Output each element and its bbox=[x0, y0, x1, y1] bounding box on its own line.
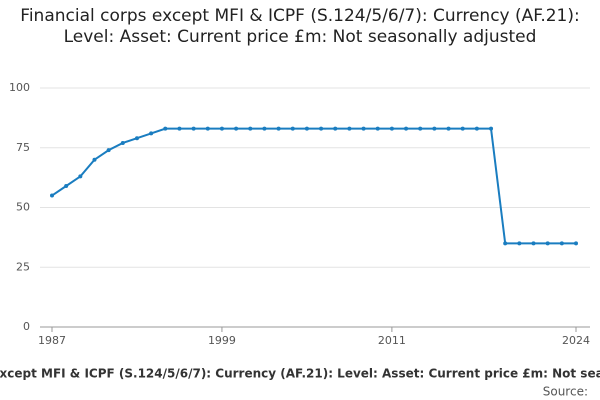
point bbox=[404, 126, 409, 131]
x-tick-label: 1987 bbox=[38, 334, 66, 347]
point bbox=[531, 241, 536, 246]
y-tick-label: 0 bbox=[23, 320, 30, 333]
point bbox=[163, 126, 168, 131]
point bbox=[276, 126, 281, 131]
point bbox=[78, 174, 83, 179]
point bbox=[517, 241, 522, 246]
point bbox=[446, 126, 451, 131]
point bbox=[50, 193, 54, 198]
point bbox=[418, 126, 423, 131]
point bbox=[333, 126, 338, 131]
point bbox=[149, 131, 154, 136]
point bbox=[205, 126, 210, 131]
point bbox=[375, 126, 380, 131]
point bbox=[64, 183, 69, 188]
point bbox=[489, 126, 494, 131]
point bbox=[460, 126, 465, 131]
point bbox=[347, 126, 352, 131]
point bbox=[574, 241, 578, 246]
point bbox=[234, 126, 239, 131]
line bbox=[51, 127, 576, 245]
point bbox=[290, 126, 295, 131]
y-tick-label: 75 bbox=[16, 141, 30, 154]
point bbox=[134, 136, 139, 141]
point bbox=[361, 126, 366, 131]
x-tick-label: 1999 bbox=[208, 334, 236, 347]
point bbox=[262, 126, 267, 131]
point bbox=[503, 241, 508, 246]
y-tick-label: 100 bbox=[9, 81, 30, 94]
point bbox=[177, 126, 182, 131]
point bbox=[106, 148, 111, 153]
x-tick-label: 2024 bbox=[562, 334, 590, 347]
y-tick-label: 25 bbox=[16, 260, 30, 273]
point bbox=[120, 140, 125, 145]
point bbox=[389, 126, 394, 131]
point bbox=[248, 126, 253, 131]
point bbox=[191, 126, 196, 131]
chart-title: Financial corps except MFI & ICPF (S.124… bbox=[20, 6, 580, 47]
point bbox=[559, 241, 564, 246]
point bbox=[432, 126, 437, 131]
x-tick-label: 2011 bbox=[378, 334, 406, 347]
y-tick-label: 50 bbox=[16, 201, 30, 214]
caption: Financial corps except MFI & ICPF (S.124… bbox=[0, 367, 600, 381]
point bbox=[92, 157, 97, 162]
source: Source: bbox=[543, 385, 588, 399]
point bbox=[474, 126, 479, 131]
point bbox=[304, 126, 309, 131]
point bbox=[545, 241, 550, 246]
point bbox=[319, 126, 324, 131]
point bbox=[219, 126, 224, 131]
